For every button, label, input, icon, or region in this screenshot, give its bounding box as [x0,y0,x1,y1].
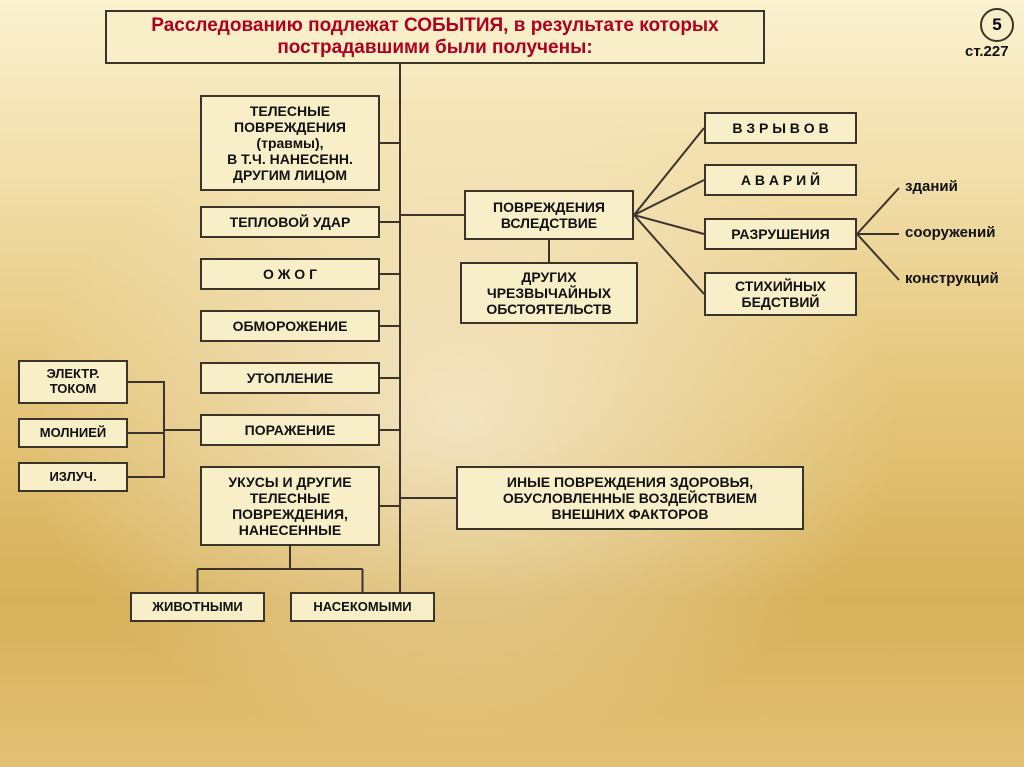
lbl: ИЗЛУЧ. [49,470,96,485]
lbl: СТИХИЙНЫХБЕДСТВИЙ [735,278,826,310]
lbl: УКУСЫ И ДРУГИЕТЕЛЕСНЫЕПОВРЕЖДЕНИЯ,НАНЕСЕ… [228,474,351,538]
lbl: УТОПЛЕНИЕ [247,370,334,386]
node-animals: ЖИВОТНЫМИ [130,592,265,622]
node-emergencies: ДРУГИХЧРЕЗВЫЧАЙНЫХОБСТОЯТЕЛЬСТВ [460,262,638,324]
lbl: ДРУГИХЧРЕЗВЫЧАЙНЫХОБСТОЯТЕЛЬСТВ [486,269,611,317]
note-structures: сооружений [905,224,995,241]
node-bites: УКУСЫ И ДРУГИЕТЕЛЕСНЫЕПОВРЕЖДЕНИЯ,НАНЕСЕ… [200,466,380,546]
node-electric: ЭЛЕКТР.ТОКОМ [18,360,128,404]
note-constructions: конструкций [905,270,999,287]
header-box: Расследованию подлежат СОБЫТИЯ, в резуль… [105,10,765,64]
node-disasters: СТИХИЙНЫХБЕДСТВИЙ [704,272,857,316]
node-lightning: МОЛНИЕЙ [18,418,128,448]
header-line2: пострадавшими были получены: [277,37,592,58]
connector-lines [0,0,1024,767]
lbl: РАЗРУШЕНИЯ [731,226,830,242]
page-number: 5 [980,8,1014,42]
article-ref: ст.227 [965,43,1009,60]
lbl: В З Р Ы В О В [732,120,828,136]
lbl: ОБМОРОЖЕНИЕ [233,318,348,334]
node-burn: О Ж О Г [200,258,380,290]
node-radiation: ИЗЛУЧ. [18,462,128,492]
node-accidents: А В А Р И Й [704,164,857,196]
lbl: ТЕЛЕСНЫЕПОВРЕЖДЕНИЯ(травмы),В Т.Ч. НАНЕС… [227,103,353,183]
node-heatstroke: ТЕПЛОВОЙ УДАР [200,206,380,238]
node-injuries: ТЕЛЕСНЫЕПОВРЕЖДЕНИЯ(травмы),В Т.Ч. НАНЕС… [200,95,380,191]
node-explosions: В З Р Ы В О В [704,112,857,144]
lbl: НАСЕКОМЫМИ [313,600,411,615]
lbl: ЭЛЕКТР.ТОКОМ [46,367,99,397]
node-insects: НАСЕКОМЫМИ [290,592,435,622]
node-due-to: ПОВРЕЖДЕНИЯВСЛЕДСТВИЕ [464,190,634,240]
lbl: А В А Р И Й [741,172,820,188]
node-other-health: ИНЫЕ ПОВРЕЖДЕНИЯ ЗДОРОВЬЯ,ОБУСЛОВЛЕННЫЕ … [456,466,804,530]
lbl: ТЕПЛОВОЙ УДАР [230,214,351,230]
node-drowning: УТОПЛЕНИЕ [200,362,380,394]
lbl: ИНЫЕ ПОВРЕЖДЕНИЯ ЗДОРОВЬЯ,ОБУСЛОВЛЕННЫЕ … [503,474,757,522]
node-frostbite: ОБМОРОЖЕНИЕ [200,310,380,342]
lbl: ПОВРЕЖДЕНИЯВСЛЕДСТВИЕ [493,199,605,231]
diagram-stage: Расследованию подлежат СОБЫТИЯ, в резуль… [0,0,1024,767]
lbl: ПОРАЖЕНИЕ [245,422,336,438]
lbl: ЖИВОТНЫМИ [152,600,243,615]
lbl: МОЛНИЕЙ [40,426,107,441]
header-line1: Расследованию подлежат СОБЫТИЯ, в резуль… [151,15,718,36]
lbl: О Ж О Г [263,266,317,282]
note-buildings: зданий [905,178,958,195]
node-destruction: РАЗРУШЕНИЯ [704,218,857,250]
node-shock: ПОРАЖЕНИЕ [200,414,380,446]
